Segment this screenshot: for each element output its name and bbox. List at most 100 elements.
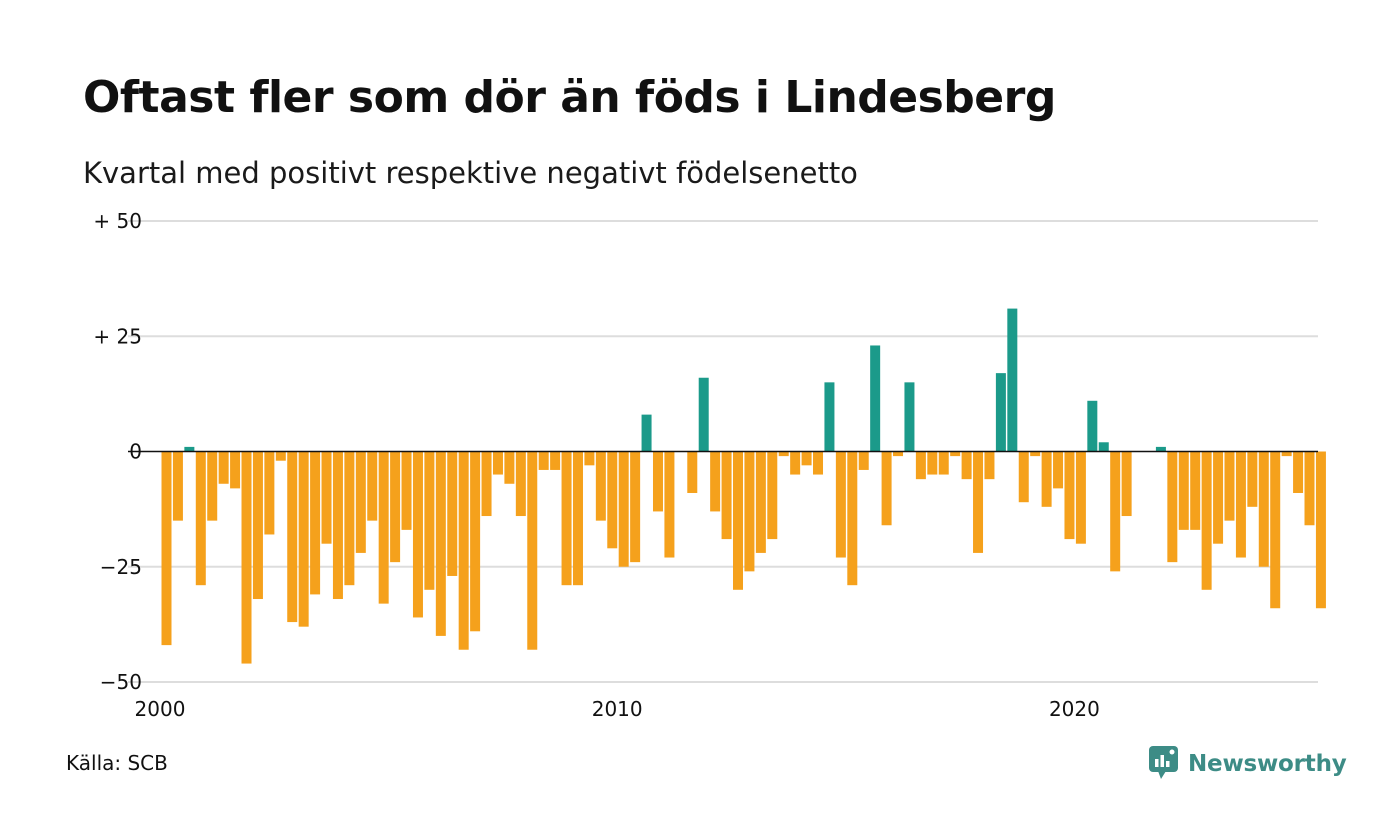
bar [492, 451, 503, 475]
bar [321, 451, 332, 544]
bar [1201, 451, 1212, 590]
bar [904, 382, 915, 452]
bar [458, 451, 469, 650]
bar [847, 451, 858, 586]
bar [264, 451, 275, 535]
bar [172, 451, 183, 521]
bar [973, 451, 984, 553]
bar [710, 451, 721, 512]
bar [698, 377, 709, 452]
bar [561, 451, 572, 586]
bar [298, 451, 309, 627]
bar [607, 451, 618, 549]
bar [778, 451, 789, 457]
bar [515, 451, 526, 517]
bar [218, 451, 229, 484]
bar [572, 451, 583, 586]
bar [550, 451, 561, 470]
bar [1315, 451, 1326, 609]
bar [630, 451, 641, 563]
bar [1098, 442, 1109, 452]
bar [481, 451, 492, 517]
bar [721, 451, 732, 540]
y-axis-ticks: + 50+ 250−25−50 [93, 209, 142, 694]
bar [195, 451, 206, 586]
bar [1235, 451, 1246, 558]
bar [275, 451, 286, 461]
bar [652, 451, 663, 512]
bar [1224, 451, 1235, 521]
bar [310, 451, 321, 595]
x-axis-ticks: 2000 2010 2020 [135, 697, 1100, 721]
bar [1247, 451, 1258, 507]
bar [1281, 451, 1292, 457]
bar [527, 451, 538, 650]
bar [252, 451, 263, 600]
bar [824, 382, 835, 452]
bar [870, 345, 881, 452]
bar [412, 451, 423, 618]
bar [1213, 451, 1224, 544]
bar [207, 451, 218, 521]
y-tick-label: −50 [100, 670, 142, 694]
bar [733, 451, 743, 590]
bar [184, 446, 195, 452]
bar [344, 451, 355, 586]
bar [1018, 451, 1029, 503]
bar [687, 451, 698, 493]
bar [813, 451, 824, 475]
bar [858, 451, 869, 470]
bar [995, 373, 1006, 452]
bar [1258, 451, 1269, 567]
bar [1075, 451, 1086, 544]
bar [1293, 451, 1304, 493]
bar [378, 451, 389, 604]
bar [801, 451, 812, 466]
bar [664, 451, 675, 558]
bar [755, 451, 766, 553]
x-tick-label: 2000 [135, 697, 186, 721]
bar [1304, 451, 1315, 526]
bar [893, 451, 904, 457]
bar [1190, 451, 1201, 530]
bar [641, 414, 652, 452]
bar [1178, 451, 1189, 530]
bar [984, 451, 995, 480]
x-tick-label: 2010 [592, 697, 643, 721]
source-note: Källa: SCB [66, 751, 168, 775]
bar [938, 451, 949, 475]
bar [1064, 451, 1075, 540]
bar [355, 451, 366, 553]
bar [881, 451, 892, 526]
bar [390, 451, 401, 563]
brand-logo[interactable]: Newsworthy [1148, 744, 1347, 784]
y-tick-label: −25 [100, 555, 142, 579]
x-tick-label: 2020 [1049, 697, 1100, 721]
bar [538, 451, 549, 470]
bar [1167, 451, 1178, 563]
bar [287, 451, 298, 623]
bar [367, 451, 378, 521]
bar [790, 451, 801, 475]
bar [950, 451, 961, 457]
y-tick-label: + 50 [93, 209, 142, 233]
bar [504, 451, 515, 484]
bar [961, 451, 972, 480]
newsworthy-logo-icon [1148, 744, 1180, 784]
bar [744, 451, 755, 572]
bar [1155, 446, 1166, 452]
bar [927, 451, 938, 475]
chart-subtitle: Kvartal med positivt respektive negativt… [83, 156, 858, 190]
bar [424, 451, 435, 590]
bar [435, 451, 446, 636]
bar [584, 451, 595, 466]
bar [470, 451, 481, 632]
bar [1007, 308, 1018, 452]
bar [1087, 400, 1098, 452]
bar [1110, 451, 1121, 572]
bar [1053, 451, 1064, 489]
bars [161, 308, 1326, 664]
bar [332, 451, 343, 600]
bar [447, 451, 458, 576]
